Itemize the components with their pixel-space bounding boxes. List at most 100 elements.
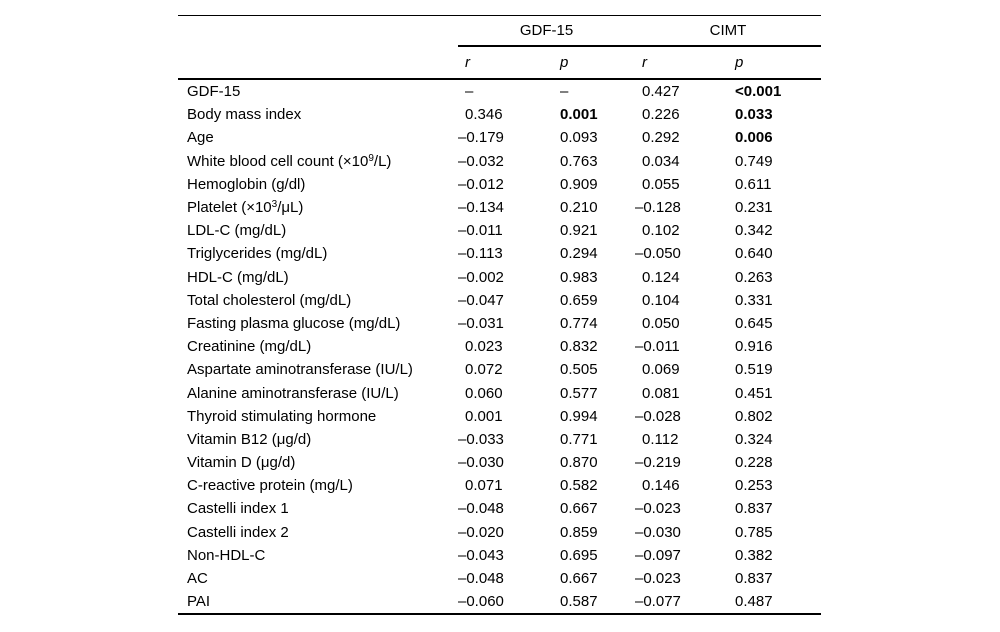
cell-gdf15-r: –0.048	[458, 570, 504, 588]
cell-gdf15-p: 0.294	[560, 245, 598, 263]
cell-cimt-p: 0.837	[735, 570, 773, 588]
cell-cimt-r: –0.023	[635, 570, 681, 588]
cell-gdf15-p: 0.983	[560, 268, 598, 286]
row-label: White blood cell count (×109/L)	[187, 152, 392, 170]
cell-gdf15-p: 0.695	[560, 546, 598, 564]
cell-gdf15-r: –0.048	[458, 500, 504, 518]
row-label: AC	[187, 570, 208, 588]
cell-gdf15-p: 0.210	[560, 199, 598, 217]
cell-gdf15-r: 0.072	[465, 361, 503, 379]
row-label: LDL-C (mg/dL)	[187, 222, 287, 240]
sub-header-cimt-r: r	[635, 46, 728, 80]
cell-cimt-r: 0.226	[642, 106, 680, 124]
cell-gdf15-p: 0.774	[560, 314, 598, 332]
table-row: White blood cell count (×109/L) –0.032 0.7…	[178, 150, 821, 173]
cell-cimt-p: 0.645	[735, 314, 773, 332]
cell-cimt-p: 0.324	[735, 430, 773, 448]
cell-gdf15-p: 0.994	[560, 407, 598, 425]
cell-cimt-p: 0.263	[735, 268, 773, 286]
cell-cimt-r: 0.081	[642, 384, 680, 402]
table-row: Creatinine (mg/dL) 0.023 0.832 –0.011 0.916	[178, 335, 821, 358]
cell-gdf15-r: –0.134	[458, 199, 504, 217]
row-label: Castelli index 2	[187, 523, 289, 541]
cell-cimt-r: 0.146	[642, 477, 680, 495]
sub-header-row: r p r p	[178, 46, 822, 80]
cell-cimt-p: 0.519	[735, 361, 773, 379]
cell-gdf15-p: –	[560, 83, 569, 101]
table-row: Aspartate aminotransferase (IU/L) 0.072 0.…	[178, 358, 821, 381]
table-row: AC –0.048 0.667 –0.023 0.837	[178, 567, 821, 590]
table-row: GDF-15 – – 0.427 <0.001	[178, 79, 821, 103]
table-row: Platelet (×103/μL) –0.134 0.210 –0.128 0.231	[178, 196, 821, 219]
cell-gdf15-p: 0.001	[560, 106, 598, 124]
table-row: Age –0.179 0.093 0.292 0.006	[178, 126, 821, 149]
cell-cimt-p: 0.342	[735, 222, 773, 240]
row-label: Vitamin D (μg/d)	[187, 454, 296, 472]
cell-gdf15-p: 0.832	[560, 338, 598, 356]
cell-gdf15-r: –0.033	[458, 430, 504, 448]
table-row: Fasting plasma glucose (mg/dL) –0.031 0.77…	[178, 312, 821, 335]
row-label: PAI	[187, 593, 211, 611]
cell-cimt-p: <0.001	[735, 83, 782, 101]
cell-gdf15-r: –0.020	[458, 523, 504, 541]
cell-gdf15-r: 0.023	[465, 338, 503, 356]
cell-cimt-r: –0.050	[635, 245, 681, 263]
row-label: Vitamin B12 (μg/d)	[187, 430, 312, 448]
cell-gdf15-p: 0.921	[560, 222, 598, 240]
cell-gdf15-p: 0.587	[560, 593, 598, 611]
cell-cimt-r: –0.023	[635, 500, 681, 518]
cell-gdf15-r: 0.071	[465, 477, 503, 495]
cell-cimt-r: –0.077	[635, 593, 681, 611]
cell-cimt-r: 0.112	[642, 430, 679, 448]
cell-gdf15-r: –0.012	[458, 175, 504, 193]
sub-header-gdf15-r: r	[458, 46, 553, 80]
row-label: GDF-15	[187, 83, 241, 101]
cell-cimt-r: 0.034	[642, 152, 680, 170]
table-row: Body mass index 0.346 0.001 0.226 0.033	[178, 103, 821, 126]
cell-cimt-p: 0.916	[735, 338, 773, 356]
cell-cimt-p: 0.802	[735, 407, 773, 425]
cell-cimt-p: 0.006	[735, 129, 773, 147]
cell-gdf15-r: –	[465, 83, 474, 101]
row-label: C-reactive protein (mg/L)	[187, 477, 353, 495]
cell-gdf15-p: 0.870	[560, 454, 598, 472]
sub-header-gdf15-p: p	[553, 46, 635, 80]
cell-gdf15-r: –0.032	[458, 152, 504, 170]
cell-cimt-r: 0.069	[642, 361, 680, 379]
cell-gdf15-p: 0.909	[560, 175, 598, 193]
cell-cimt-r: 0.427	[642, 83, 680, 101]
table-row: Vitamin D (μg/d) –0.030 0.870 –0.219 0.228	[178, 451, 821, 474]
table-row: Total cholesterol (mg/dL) –0.047 0.659 0.10…	[178, 289, 821, 312]
cell-cimt-p: 0.837	[735, 500, 773, 518]
row-label: Alanine aminotransferase (IU/L)	[187, 384, 399, 402]
cell-cimt-p: 0.331	[735, 291, 773, 309]
cell-gdf15-r: –0.179	[458, 129, 504, 147]
cell-gdf15-p: 0.659	[560, 291, 598, 309]
cell-gdf15-p: 0.667	[560, 500, 598, 518]
row-label: Body mass index	[187, 106, 302, 124]
table-row: Hemoglobin (g/dl) –0.012 0.909 0.055 0.611	[178, 173, 821, 196]
cell-cimt-p: 0.382	[735, 546, 773, 564]
cell-gdf15-r: 0.060	[465, 384, 503, 402]
row-label: Hemoglobin (g/dl)	[187, 175, 306, 193]
cell-gdf15-r: –0.011	[458, 222, 503, 240]
cell-cimt-r: –0.097	[635, 546, 681, 564]
cell-gdf15-p: 0.667	[560, 570, 598, 588]
cell-gdf15-p: 0.763	[560, 152, 598, 170]
cell-cimt-r: –0.011	[635, 338, 680, 356]
table-row: Castelli index 2 –0.020 0.859 –0.030 0.785	[178, 521, 821, 544]
cell-cimt-r: –0.028	[635, 407, 681, 425]
group-header-cimt: CIMT	[635, 15, 822, 47]
cell-gdf15-r: –0.030	[458, 454, 504, 472]
cell-cimt-r: 0.055	[642, 175, 680, 193]
cell-gdf15-r: 0.001	[465, 407, 503, 425]
table-row: Castelli index 1 –0.048 0.667 –0.023 0.837	[178, 497, 821, 520]
cell-cimt-p: 0.749	[735, 152, 773, 170]
row-label: Triglycerides (mg/dL)	[187, 245, 328, 263]
table-row: Triglycerides (mg/dL) –0.113 0.294 –0.050 0.…	[178, 242, 821, 265]
cell-gdf15-p: 0.505	[560, 361, 598, 379]
row-label: Platelet (×103/μL)	[187, 199, 304, 217]
cell-gdf15-r: –0.002	[458, 268, 504, 286]
row-label: Non-HDL-C	[187, 546, 266, 564]
